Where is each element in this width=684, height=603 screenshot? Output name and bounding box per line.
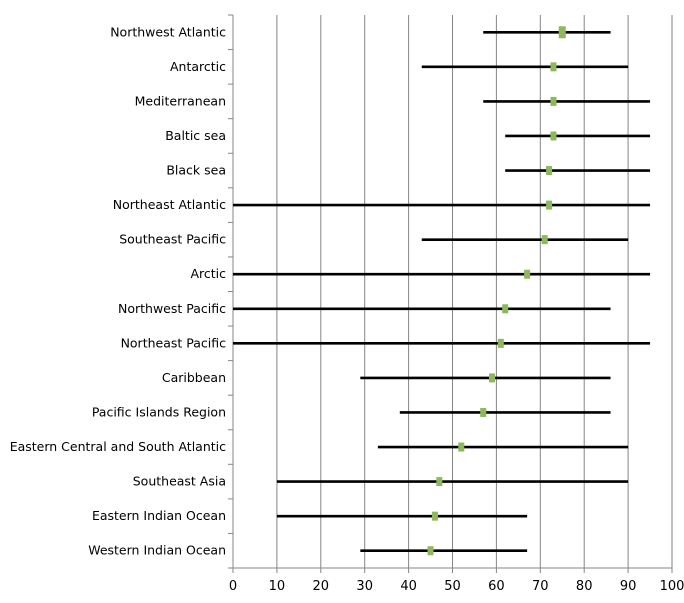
category-label: Southeast Pacific — [119, 232, 226, 247]
value-marker — [546, 200, 553, 210]
x-tick-label: 80 — [576, 579, 593, 594]
value-marker — [497, 338, 504, 348]
category-label: Pacific Islands Region — [92, 404, 226, 419]
category-label: Northeast Pacific — [121, 335, 227, 350]
category-label: Baltic sea — [165, 128, 226, 143]
value-marker — [546, 166, 553, 176]
category-label: Western Indian Ocean — [88, 543, 226, 558]
x-tick-label: 0 — [229, 579, 237, 594]
x-tick-label: 50 — [444, 579, 461, 594]
value-marker — [480, 407, 487, 417]
category-label: Caribbean — [162, 370, 226, 385]
category-label: Northwest Pacific — [118, 301, 226, 316]
x-tick-label: 40 — [400, 579, 417, 594]
value-marker — [550, 131, 557, 141]
category-label: Mediterranean — [135, 93, 226, 108]
value-marker — [489, 373, 496, 383]
category-label: Northwest Atlantic — [110, 24, 226, 39]
value-marker — [431, 511, 438, 521]
value-marker — [436, 477, 443, 487]
value-marker — [502, 304, 509, 314]
x-tick-label: 30 — [356, 579, 373, 594]
x-axis: 0 10 20 30 40 50 60 70 80 90 100 — [229, 567, 684, 594]
value-marker — [458, 442, 465, 452]
grid-lines — [276, 15, 673, 568]
value-marker — [550, 96, 557, 106]
category-axis: Northwest Atlantic Antarctic Mediterranean… — [10, 14, 234, 569]
x-tick-label: 90 — [620, 579, 637, 594]
value-marker — [558, 26, 566, 39]
range-lines — [233, 30, 651, 553]
x-tick-label: 20 — [313, 579, 330, 594]
category-label: Southeast Asia — [133, 474, 226, 489]
x-tick-label: 70 — [532, 579, 549, 594]
value-marker — [427, 546, 434, 556]
category-label: Arctic — [190, 266, 226, 281]
x-tick-label: 10 — [269, 579, 286, 594]
x-tick-label: 100 — [660, 579, 684, 594]
value-marker — [524, 269, 531, 279]
category-label: Antarctic — [170, 59, 226, 74]
value-markers — [427, 26, 566, 556]
category-label: Eastern Indian Ocean — [92, 508, 226, 523]
x-tick-label: 60 — [488, 579, 505, 594]
value-marker — [541, 235, 548, 245]
value-marker — [550, 62, 557, 72]
category-label: Northeast Atlantic — [113, 197, 226, 212]
category-label: Eastern Central and South Atlantic — [10, 439, 226, 454]
category-label: Black sea — [166, 163, 226, 178]
